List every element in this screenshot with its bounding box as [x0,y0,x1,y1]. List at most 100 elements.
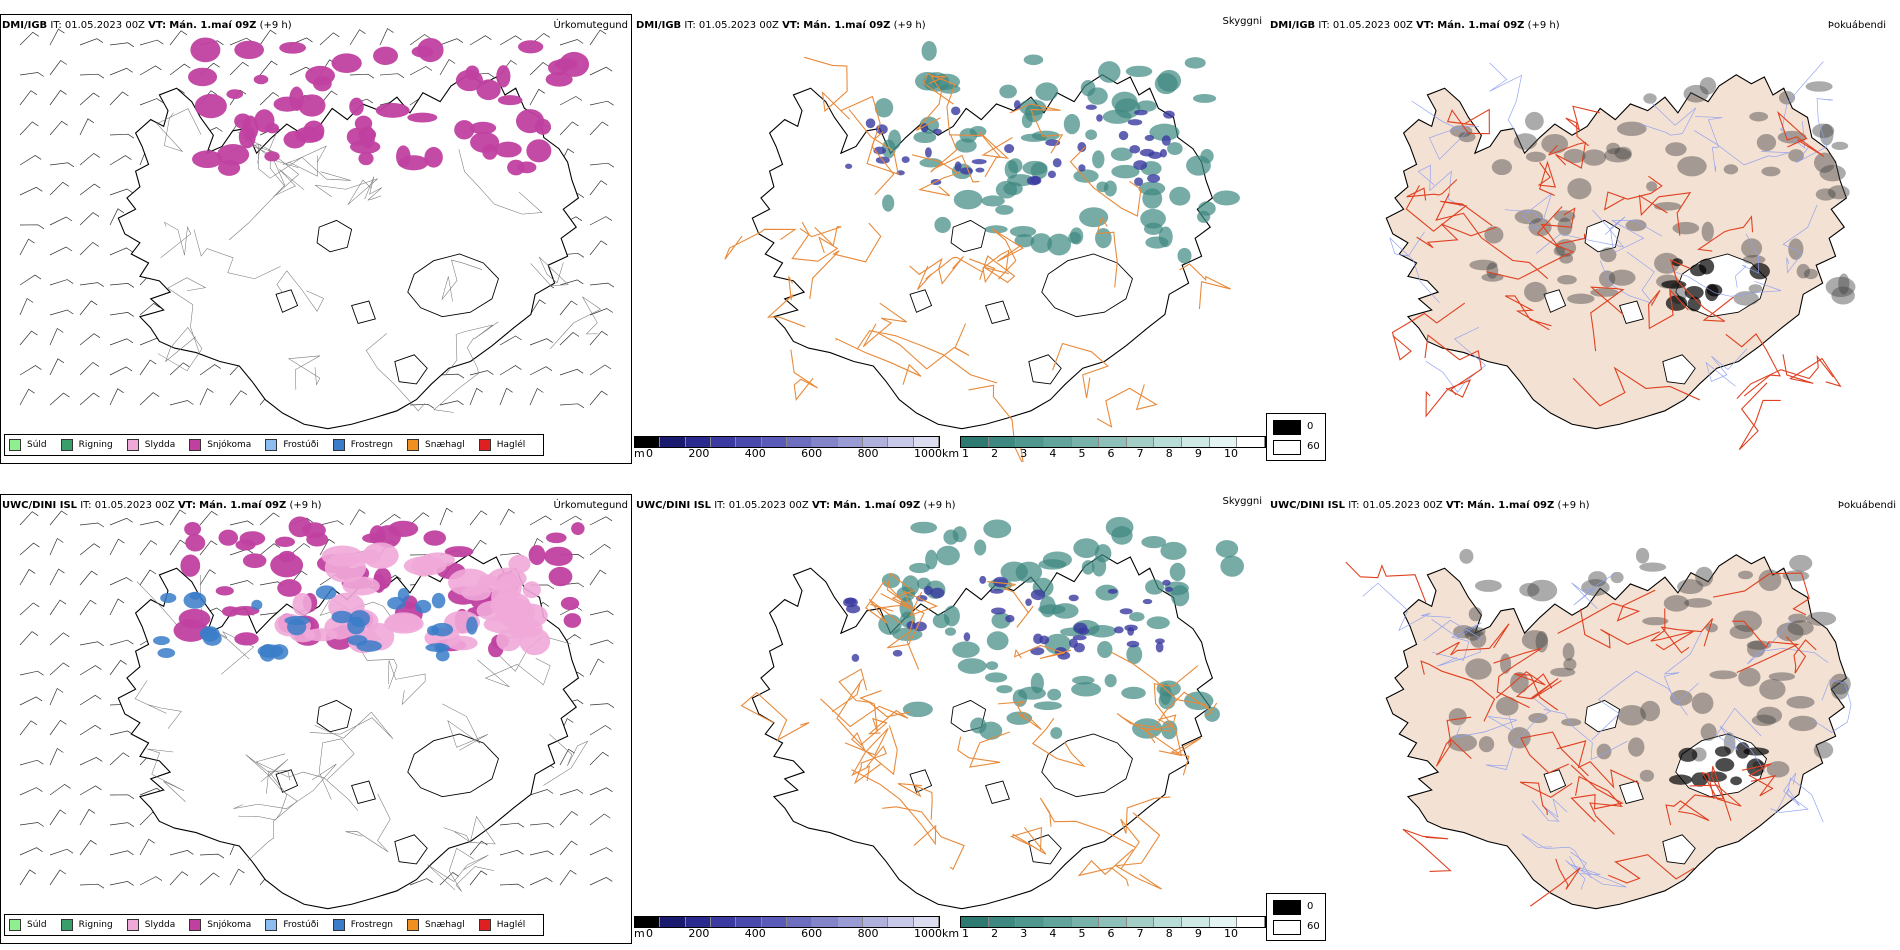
legend-item: Rigning [60,439,113,451]
colorbar-segment [1182,917,1210,927]
panel-visibility-uwc: UWC/DINI ISL IT: 01.05.2023 00Z VT: Mán.… [634,480,1326,942]
road [1543,709,1628,761]
field-patch [1177,247,1192,264]
field-patch [971,158,987,165]
panel-title: UWC/DINI ISL IT: 01.05.2023 00Z VT: Mán.… [636,500,956,511]
wind-barb [49,747,64,766]
road [1782,204,1818,274]
wind-barb [589,29,607,46]
road [1785,636,1817,674]
wind-barb [109,659,127,676]
legend-swatch [60,919,73,931]
wind-barb [589,751,609,766]
field-patch [1683,84,1709,103]
wind-barb [589,658,605,676]
road [917,256,982,291]
field-patch [1162,579,1171,586]
wind-barb [499,822,525,828]
field-patch [518,40,544,54]
wind-barb [79,300,98,316]
field-patch [1701,221,1714,242]
wind-barb [139,540,157,556]
colorbar-segment [961,437,989,447]
road [167,277,207,353]
wind-barb [109,538,125,556]
field-patch [1524,281,1547,303]
road [1493,647,1542,709]
colorbar-segment [786,917,813,927]
wind-barb [289,543,311,556]
colorbar-segment [736,437,762,447]
field-patch [1015,561,1043,583]
field-patch [1788,149,1804,162]
wind-barb [79,785,102,796]
legend-item: Snæhagl [407,919,465,931]
wind-barb [49,599,67,616]
road [238,770,288,821]
field-patch [1700,723,1717,741]
legend-swatch [189,439,202,451]
wind-barb [49,662,70,676]
field-patch [1737,570,1753,580]
colorbar-tick-label: 9 [1194,447,1202,460]
wind-barb [589,787,613,796]
field-patch [934,216,951,233]
field-patch [1761,166,1781,177]
wind-barb [589,282,615,288]
field-patch [189,591,201,600]
wind-barb [19,274,42,286]
wind-barb [79,392,100,406]
wind-barb [109,133,135,139]
wind-barb [319,520,344,526]
wind-barb [19,330,38,346]
field-patch [1103,180,1117,197]
field-patch [954,161,962,172]
field-patch [925,549,938,570]
field-patch [901,156,910,163]
wind-barb [469,387,483,406]
wind-barb [49,510,68,526]
road [879,323,970,370]
field-patch [331,610,353,624]
wind-barb [19,847,43,856]
field-patch [1013,100,1021,110]
wind-barb [109,155,132,166]
wind-barb [169,539,187,556]
field-patch [1068,231,1082,244]
field-patch [305,65,335,86]
wind-barb [589,240,608,256]
road [1738,382,1781,451]
road [1665,800,1710,826]
road [1009,826,1047,855]
road [724,228,797,260]
field-patch [357,127,377,142]
colorbar-segment [710,917,737,927]
road [247,775,298,861]
wind-barb [559,789,584,796]
road [1716,707,1766,772]
wind-barb [589,876,613,886]
field-patch [1052,158,1062,168]
road [997,701,1042,731]
wind-barb [439,373,465,379]
wind-barb [109,794,135,800]
field-patch [180,554,201,577]
map-frame [0,14,632,464]
road [1570,764,1624,823]
wind-barb [79,724,102,736]
glacier-outline [1028,834,1062,865]
road [857,330,998,384]
panel-visibility-dmi: DMI/IGB IT: 01.05.2023 00Z VT: Mán. 1.ma… [634,0,1326,462]
road [1489,62,1523,137]
colorbar-segment [812,917,838,927]
wind-barb [19,787,43,796]
wind-barb [439,507,453,526]
field-patch [369,525,386,545]
wind-barb [169,400,194,406]
road [1096,216,1118,288]
road [1153,665,1199,757]
road [903,590,939,670]
wind-barb [379,513,401,526]
legend-item: Snjókoma [189,439,251,451]
glacier-outline [985,780,1010,804]
